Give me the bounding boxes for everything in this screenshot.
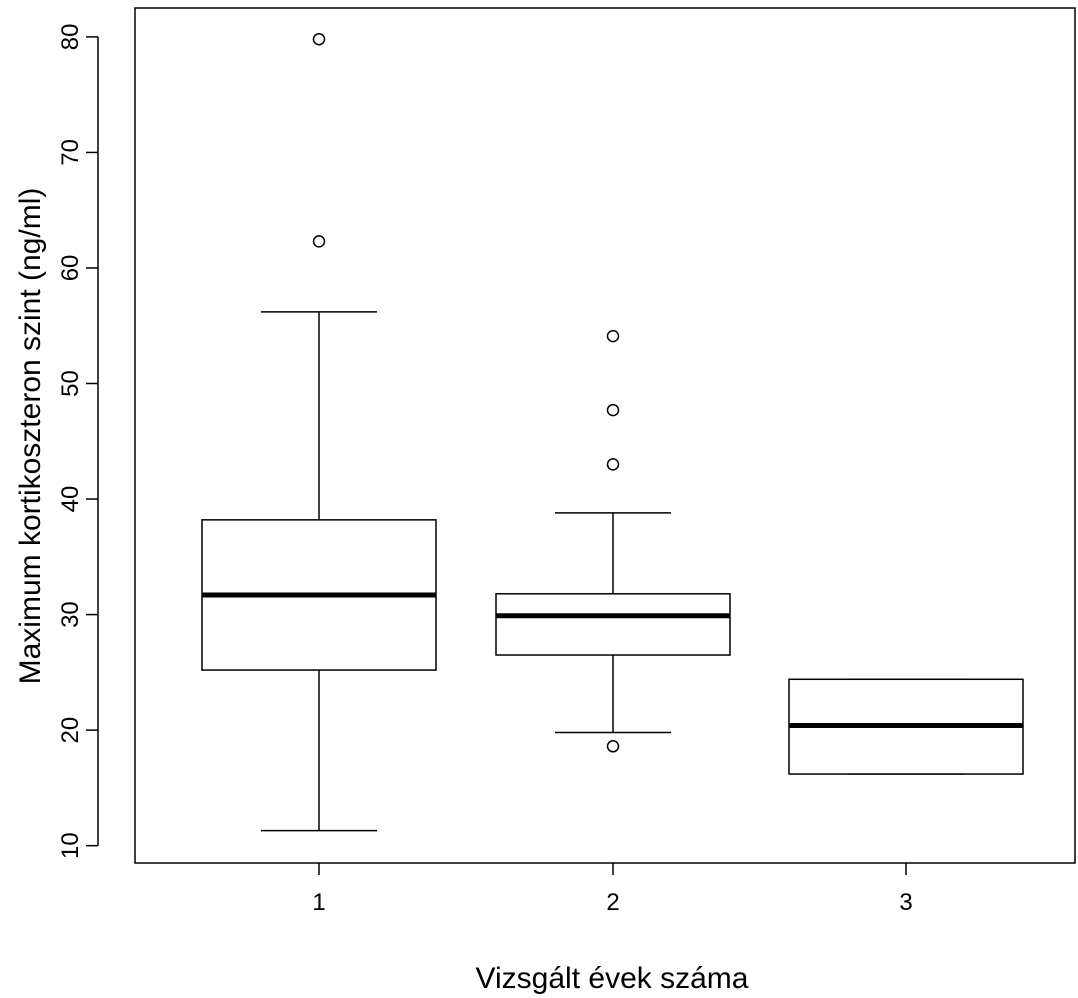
- y-tick-label: 70: [57, 139, 84, 166]
- y-tick-label: 40: [57, 486, 84, 513]
- box-iqr: [496, 594, 730, 655]
- outlier-point: [608, 459, 619, 470]
- x-tick-label: 1: [312, 889, 325, 916]
- x-axis-title: Vizsgált évek száma: [476, 962, 749, 995]
- outlier-point: [608, 405, 619, 416]
- y-tick-label: 60: [57, 255, 84, 282]
- outlier-point: [314, 236, 325, 247]
- x-tick-label: 3: [899, 889, 912, 916]
- y-tick-label: 10: [57, 832, 84, 859]
- y-axis-title: Maximum kortikoszteron szint (ng/ml): [14, 188, 47, 685]
- box-group-3: [789, 679, 1023, 774]
- outlier-point: [314, 34, 325, 45]
- y-tick-label: 30: [57, 601, 84, 628]
- box-group-2: [496, 331, 730, 752]
- y-tick-label: 20: [57, 717, 84, 744]
- y-tick-label: 50: [57, 370, 84, 397]
- x-tick-label: 2: [606, 889, 619, 916]
- box-group-1: [202, 34, 436, 831]
- outlier-point: [608, 331, 619, 342]
- outlier-point: [608, 741, 619, 752]
- y-tick-label: 80: [57, 24, 84, 51]
